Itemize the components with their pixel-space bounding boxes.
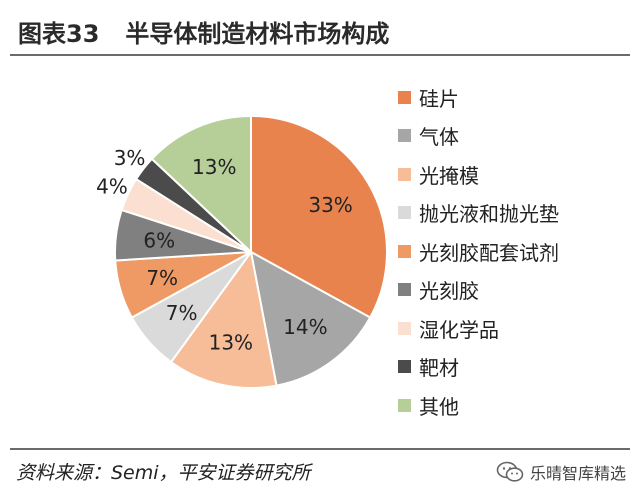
legend-item-7: 湿化学品 — [398, 309, 633, 348]
slice-label-8: 3% — [114, 146, 146, 170]
legend-item-1: 硅片 — [398, 78, 633, 117]
legend-swatch — [398, 360, 411, 374]
figure-number: 图表33 — [18, 19, 100, 48]
legend-label: 光刻胶 — [419, 279, 479, 304]
chart-title: 半导体制造材料市场构成 — [125, 19, 390, 48]
legend: 硅片气体光掩模抛光液和抛光垫 光刻胶配套试剂 光刻胶湿化学品靶材其他 — [398, 78, 633, 425]
pie-chart: 33% 14% 13% 7% 7% 6% 4% 3% 13% — [96, 114, 388, 389]
slice-label-7: 4% — [96, 175, 128, 199]
legend-label: 靶材 — [419, 356, 459, 381]
watermark-text: 乐晴智库精选 — [529, 464, 626, 483]
legend-swatch — [398, 283, 411, 297]
slice-label-5: 7% — [146, 266, 178, 290]
legend-label: 其他 — [419, 394, 459, 419]
legend-item-6: 光刻胶 — [398, 271, 633, 310]
legend-swatch — [398, 129, 411, 143]
legend-swatch — [398, 90, 411, 104]
slice-label-4: 7% — [166, 301, 198, 325]
legend-item-9: 其他 — [398, 386, 633, 425]
footer: 资料来源：Semi，平安证券研究所 乐晴智库精选 — [10, 448, 630, 490]
legend-swatch — [398, 167, 411, 181]
legend-label: 湿化学品 — [419, 317, 499, 342]
legend-swatch — [398, 398, 411, 412]
legend-swatch — [398, 206, 411, 220]
legend-item-3: 光掩模 — [398, 155, 633, 194]
slice-label-9: 13% — [192, 155, 236, 179]
legend-label: 光刻胶配套试剂 — [419, 240, 559, 265]
title-bar: 图表33 半导体制造材料市场构成 — [10, 8, 630, 56]
pie-slices — [114, 114, 388, 389]
legend-label: 硅片 — [419, 86, 459, 111]
legend-label: 光掩模 — [419, 163, 479, 188]
slice-label-3: 13% — [209, 330, 253, 354]
legend-item-2: 气体 — [398, 117, 633, 156]
legend-swatch — [398, 244, 411, 258]
legend-item-4: 抛光液和抛光垫 — [398, 194, 633, 233]
legend-item-5: 光刻胶配套试剂 — [398, 232, 633, 271]
pie-slice-9 — [150, 114, 252, 255]
pie-slice-1 — [250, 114, 388, 319]
pie-slice-2 — [249, 250, 372, 387]
legend-label: 气体 — [419, 125, 459, 150]
legend-item-8: 靶材 — [398, 348, 633, 387]
pie-slice-3 — [169, 249, 278, 389]
slice-label-6: 6% — [143, 228, 175, 252]
source-note: 资料来源：Semi，平安证券研究所 — [16, 462, 311, 484]
legend-label: 抛光液和抛光垫 — [419, 202, 559, 227]
pie-labels: 33% 14% 13% 7% 7% 6% 4% 3% 13% — [96, 146, 353, 354]
slice-label-1: 33% — [308, 193, 352, 217]
slice-label-2: 14% — [283, 315, 327, 339]
wechat-icon — [496, 461, 524, 482]
watermark: 乐晴智库精选 — [496, 460, 626, 484]
legend-swatch — [398, 321, 411, 335]
